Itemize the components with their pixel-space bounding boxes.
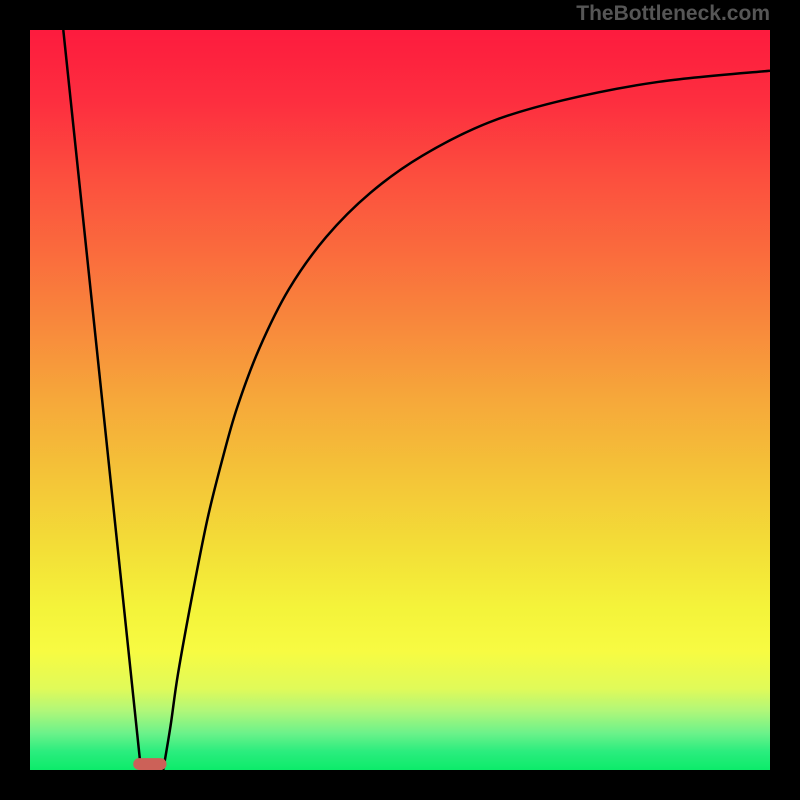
chart-container: TheBottleneck.com [0,0,800,800]
minimum-marker [133,758,166,770]
watermark-text: TheBottleneck.com [576,2,770,26]
bottleneck-chart [0,0,800,800]
plot-background [30,30,770,770]
